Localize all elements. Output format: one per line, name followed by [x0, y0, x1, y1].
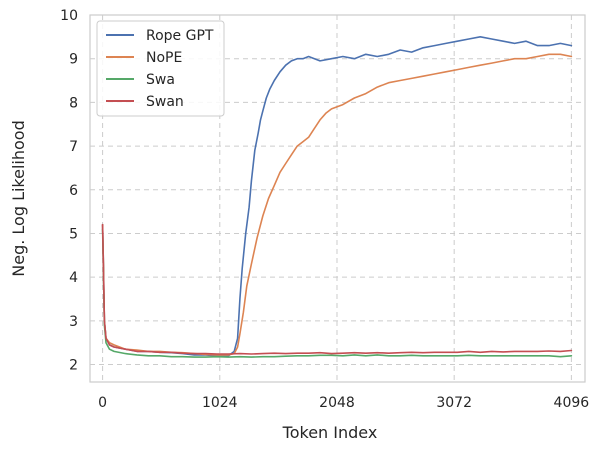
- tick-labels: 0 1024 2048 3072 4096 2 3 4 5 6 7 8 9 10: [60, 8, 589, 411]
- x-axis-label: Token Index: [282, 423, 378, 442]
- y-tick-label: 6: [69, 183, 78, 199]
- legend-label: Swa: [146, 72, 175, 88]
- y-tick-label: 9: [69, 52, 78, 68]
- legend-label: Rope GPT: [146, 28, 214, 44]
- x-tick-label: 3072: [436, 395, 472, 411]
- x-tick-label: 2048: [319, 395, 355, 411]
- legend: Rope GPT NoPE Swa Swan: [96, 20, 225, 117]
- legend-box: [96, 20, 225, 117]
- y-tick-label: 5: [69, 226, 78, 242]
- y-tick-label: 8: [69, 95, 78, 111]
- y-tick-label: 2: [69, 358, 78, 374]
- y-tick-label: 4: [69, 270, 78, 286]
- y-tick-label: 10: [60, 8, 78, 24]
- series-line-swa: [101, 228, 573, 358]
- series-line-swan: [101, 223, 573, 355]
- x-tick-label: 4096: [554, 395, 590, 411]
- y-axis-label: Neg. Log Likelihood: [9, 120, 28, 276]
- legend-label: Swan: [146, 94, 184, 110]
- series-layer: [101, 35, 573, 358]
- y-tick-label: 7: [69, 139, 78, 155]
- y-tick-label: 3: [69, 314, 78, 330]
- x-tick-label: 1024: [202, 395, 238, 411]
- legend-label: NoPE: [146, 50, 182, 66]
- x-tick-label: 0: [98, 395, 107, 411]
